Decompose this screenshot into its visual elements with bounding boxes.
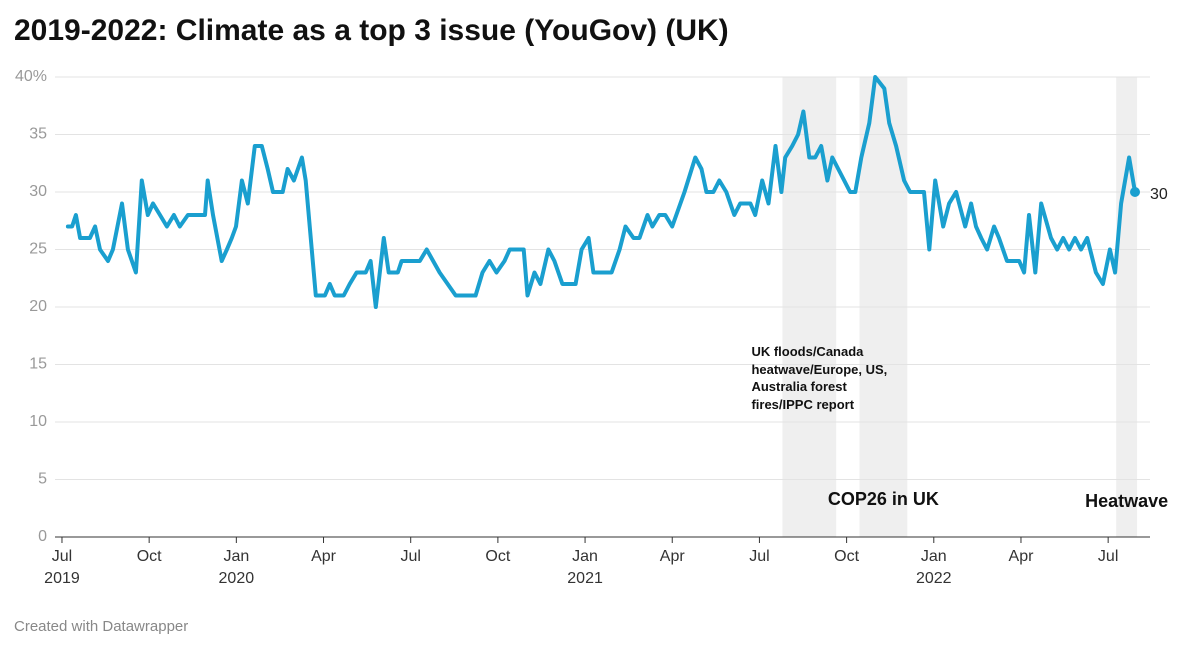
chart-title: 2019-2022: Climate as a top 3 issue (You…: [14, 14, 729, 47]
x-tick-label: Apr: [1009, 548, 1035, 565]
x-year-label: 2021: [567, 570, 603, 587]
y-tick-label: 25: [29, 241, 47, 258]
y-tick-label: 10: [29, 413, 47, 430]
y-tick-label: 35: [29, 126, 47, 143]
y-tick-label: 30: [29, 183, 47, 200]
x-tick-label: Oct: [485, 548, 510, 565]
x-tick-label: Jan: [223, 548, 249, 565]
x-year-label: 2022: [916, 570, 952, 587]
series-line: [65, 75, 1137, 309]
y-tick-label: 0: [38, 528, 47, 545]
annotation: COP26 in UK: [827, 489, 939, 509]
x-tick-label: Apr: [311, 548, 337, 565]
x-year-label: 2019: [44, 570, 80, 587]
y-tick-label: 15: [29, 356, 47, 373]
x-tick-label: Jan: [572, 548, 598, 565]
annotation: Heatwave: [1085, 491, 1169, 511]
y-tick-label: 20: [29, 298, 47, 315]
annotation: UK floods/Canada heatwave/Europe, US, Au…: [751, 344, 888, 412]
x-tick-label: Oct: [834, 548, 859, 565]
x-tick-label: Apr: [660, 548, 686, 565]
x-tick-label: Jul: [1098, 548, 1118, 565]
x-tick-label: Jul: [52, 548, 72, 565]
x-tick-label: Oct: [137, 548, 162, 565]
footer: Created with Datawrapper: [14, 618, 189, 635]
end-dot: [1130, 187, 1141, 197]
x-tick-label: Jul: [400, 548, 420, 565]
y-tick-label: 5: [38, 471, 47, 488]
end-label: 30: [1150, 186, 1168, 203]
x-tick-label: Jan: [921, 548, 947, 565]
x-tick-label: Jul: [749, 548, 769, 565]
y-tick-label: 40%: [15, 68, 47, 85]
x-year-label: 2020: [219, 570, 255, 587]
